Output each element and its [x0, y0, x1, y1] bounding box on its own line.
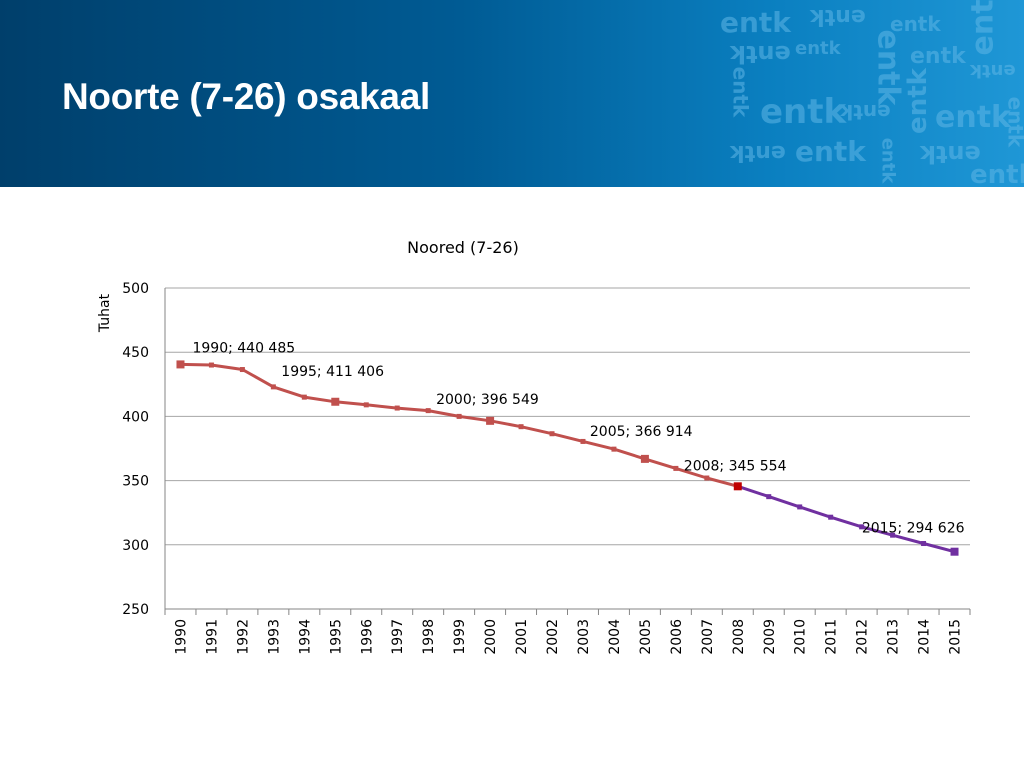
- x-tick-label: 2003: [576, 619, 592, 655]
- x-tick-label: 1999: [452, 619, 468, 655]
- slide-header: Noorte (7-26) osakaal entk entk entk entk en…: [0, 0, 1024, 187]
- data-label: 2005; 366 914: [590, 424, 693, 440]
- data-point: [518, 424, 524, 430]
- data-point: [797, 504, 803, 510]
- y-tick-label: 300: [122, 538, 149, 554]
- data-label: 2000; 396 549: [436, 392, 539, 408]
- y-tick-label: 450: [122, 345, 149, 361]
- data-label: 1990; 440 485: [192, 340, 295, 356]
- y-axis-label: Tuhat: [97, 293, 113, 333]
- series-line-segment: [737, 484, 955, 554]
- x-tick-label: 1998: [421, 619, 437, 655]
- data-point: [486, 416, 495, 425]
- data-point: [673, 465, 679, 471]
- data-label: 2015; 294 626: [862, 521, 965, 537]
- x-tick-label: 2006: [669, 619, 685, 655]
- y-tick-label: 500: [122, 281, 149, 297]
- data-point: [704, 475, 710, 481]
- series-markers: [176, 360, 959, 556]
- data-point: [580, 438, 586, 444]
- data-point: [611, 446, 617, 452]
- x-axis: [164, 288, 971, 615]
- slide-title: Noorte (7-26) osakaal: [62, 76, 430, 117]
- x-tick-label: 2007: [700, 619, 716, 655]
- data-point: [176, 360, 185, 369]
- x-tick-label: 2013: [886, 619, 902, 655]
- x-tick-label: 1993: [266, 619, 282, 655]
- data-point: [363, 402, 369, 408]
- x-tick-label: 1992: [235, 619, 251, 655]
- x-tick-label: 2012: [855, 619, 871, 655]
- x-tick-label: 1996: [359, 619, 375, 655]
- series-lines: [180, 362, 955, 554]
- data-point: [301, 394, 307, 400]
- data-point: [425, 408, 431, 414]
- data-label: 2008; 345 554: [684, 458, 787, 474]
- data-point: [239, 367, 245, 373]
- x-tick-label: 2009: [762, 619, 778, 655]
- data-point: [270, 384, 276, 390]
- x-tick-label: 2002: [545, 619, 561, 655]
- data-point: [456, 413, 462, 419]
- x-tick-label: 2011: [824, 619, 840, 655]
- data-point: [921, 541, 927, 547]
- data-point: [950, 547, 959, 556]
- data-point: [828, 514, 834, 520]
- data-point: [890, 532, 896, 538]
- data-point: [859, 524, 865, 530]
- x-tick-label: 1997: [390, 619, 406, 655]
- x-tick-label: 1991: [204, 619, 220, 655]
- x-tick-label: 2008: [731, 619, 747, 655]
- x-tick-label: 2000: [483, 619, 499, 655]
- data-point: [733, 482, 742, 491]
- x-tick-label: 2014: [917, 619, 933, 655]
- chart-title: Noored (7-26): [407, 238, 519, 257]
- y-tick-label: 350: [122, 474, 149, 490]
- data-point: [640, 454, 649, 463]
- data-point: [208, 362, 214, 368]
- y-tick-label: 250: [122, 602, 149, 618]
- x-tick-label: 2001: [514, 619, 530, 655]
- x-tick-label: 1994: [297, 619, 313, 655]
- data-labels: 1990; 440 485 1995; 411 406 2000; 396 549 2…: [192, 340, 964, 536]
- x-tick-label: 1995: [328, 619, 344, 655]
- y-tick-label: 400: [122, 409, 149, 425]
- y-axis-ticks: 250 300 350 400 450 500: [122, 281, 149, 618]
- x-tick-label: 2010: [793, 619, 809, 655]
- x-tick-label: 2005: [638, 619, 654, 655]
- data-point: [394, 405, 400, 411]
- x-tick-label: 2015: [948, 619, 964, 655]
- data-point: [766, 494, 772, 500]
- line-chart: Noored (7-26) Tuhat 250 300 350 400 450 500 1…: [97, 238, 971, 655]
- data-point: [549, 431, 555, 437]
- data-label: 1995; 411 406: [281, 364, 384, 380]
- x-tick-label: 1990: [173, 619, 189, 655]
- gridlines: [165, 287, 970, 546]
- data-point: [331, 397, 340, 406]
- x-tick-label: 2004: [607, 619, 623, 655]
- x-axis-ticks: 1990 1991 1992 1993 1994 1995 1996 1997 1998 1999…: [173, 619, 963, 655]
- entk-logo-watermark: entk entk entk entk entk entk entk entk entk entk…: [720, 0, 1024, 187]
